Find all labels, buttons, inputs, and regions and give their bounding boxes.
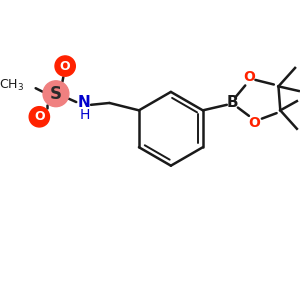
- Circle shape: [43, 81, 69, 107]
- Circle shape: [29, 107, 50, 127]
- Text: O: O: [248, 116, 260, 130]
- Text: N: N: [77, 95, 90, 110]
- Text: S: S: [50, 85, 62, 103]
- Text: CH$_3$: CH$_3$: [0, 78, 25, 93]
- Circle shape: [55, 56, 75, 76]
- Text: B: B: [226, 95, 238, 110]
- Text: O: O: [34, 110, 45, 123]
- Text: H: H: [79, 108, 90, 122]
- Text: O: O: [243, 70, 255, 84]
- Text: O: O: [60, 60, 70, 73]
